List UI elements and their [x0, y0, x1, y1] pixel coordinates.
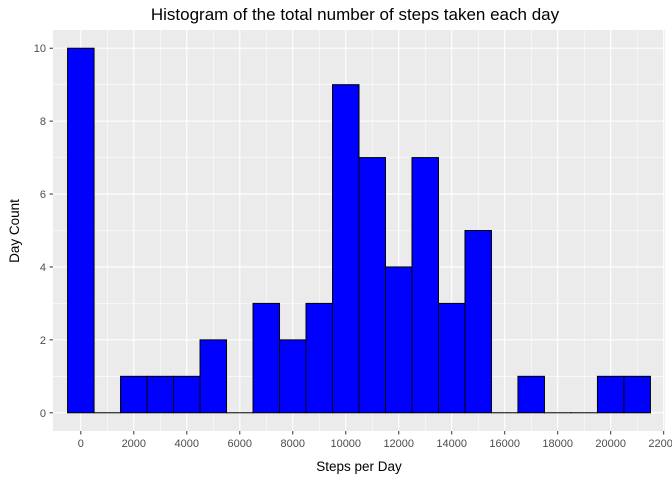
x-tick-label: 16000 — [489, 438, 520, 450]
y-tick-label: 2 — [40, 335, 46, 347]
histogram-bar — [173, 375, 201, 414]
chart-title: Histogram of the total number of steps t… — [151, 5, 560, 24]
histogram-bar — [252, 302, 281, 414]
histogram-bar — [279, 339, 307, 414]
histogram-bar — [146, 375, 175, 414]
y-axis-title: Day Count — [7, 199, 22, 263]
y-tick-label: 8 — [40, 116, 46, 128]
x-tick-label: 2000 — [122, 438, 146, 450]
x-tick-label: 18000 — [542, 438, 573, 450]
histogram-bar — [358, 157, 386, 414]
x-tick-label: 6000 — [228, 438, 252, 450]
y-tick-label: 4 — [40, 262, 46, 274]
y-tick-label: 0 — [40, 408, 46, 420]
x-tick-label: 0 — [78, 438, 84, 450]
x-tick-label: 20000 — [595, 438, 626, 450]
histogram-bar — [517, 375, 545, 414]
y-tick-label: 10 — [34, 43, 46, 55]
histogram-bar — [384, 266, 413, 414]
histogram-bar — [120, 375, 148, 414]
histogram-bar — [596, 375, 625, 414]
histogram-bar — [332, 84, 360, 414]
x-axis: 0 2000 4000 6000 8000 10000 12000 14000 16000 180… — [78, 431, 672, 450]
x-tick-label: 4000 — [175, 438, 199, 450]
x-tick-label: 14000 — [436, 438, 467, 450]
x-tick-label: 8000 — [281, 438, 305, 450]
histogram-bar — [464, 230, 492, 414]
y-axis: 0 2 4 6 8 10 — [34, 43, 53, 420]
histogram-bars — [67, 47, 651, 414]
histogram-bar — [199, 339, 228, 414]
x-tick-label: 10000 — [330, 438, 361, 450]
y-tick-label: 6 — [40, 189, 46, 201]
x-tick-label: 12000 — [383, 438, 414, 450]
histogram-bar — [305, 302, 334, 414]
histogram-bar — [437, 302, 466, 414]
histogram-bar — [67, 47, 95, 414]
histogram-bar — [623, 375, 651, 414]
histogram-bar — [411, 157, 439, 414]
x-axis-title: Steps per Day — [316, 459, 402, 474]
